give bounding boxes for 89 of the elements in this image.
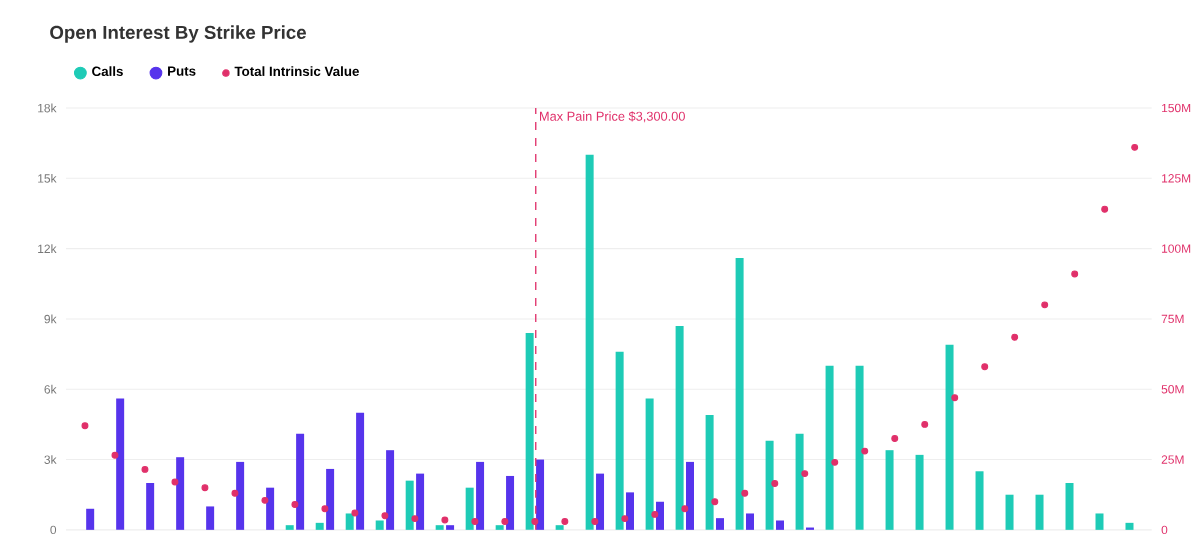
bar <box>435 525 444 531</box>
bar <box>536 460 545 531</box>
point <box>831 459 839 467</box>
point <box>411 515 419 523</box>
bar <box>915 455 924 531</box>
point <box>261 497 269 505</box>
bar <box>446 525 455 531</box>
point <box>921 421 929 429</box>
bar <box>116 399 125 531</box>
bar <box>855 366 864 531</box>
bar <box>686 462 695 531</box>
bar <box>626 492 635 531</box>
bar <box>176 457 185 531</box>
point <box>1071 270 1079 278</box>
bar <box>1125 523 1134 531</box>
point <box>621 515 629 523</box>
bar <box>525 333 534 531</box>
point <box>531 518 539 526</box>
bar <box>596 474 605 531</box>
point <box>591 518 599 526</box>
point <box>321 505 329 513</box>
bar <box>285 525 294 531</box>
point <box>861 448 869 456</box>
point <box>771 480 779 488</box>
bar <box>465 488 474 531</box>
point <box>1011 334 1019 342</box>
bar <box>656 502 665 531</box>
bar <box>645 399 654 531</box>
bar <box>716 518 724 531</box>
point <box>141 466 149 474</box>
bar <box>266 488 275 531</box>
point <box>681 505 689 513</box>
chart-title: Open Interest By Strike Price <box>50 25 306 44</box>
bar <box>416 474 425 531</box>
point <box>1131 144 1139 152</box>
point <box>1041 301 1049 309</box>
point <box>981 363 989 371</box>
point <box>201 484 209 492</box>
bar <box>765 441 774 531</box>
bar <box>746 513 754 531</box>
bar <box>705 415 714 531</box>
bar <box>1065 483 1074 531</box>
bar <box>945 345 954 531</box>
point <box>171 479 179 487</box>
bar <box>795 434 804 531</box>
bar <box>585 155 594 531</box>
bar <box>326 469 335 531</box>
bar <box>345 513 354 531</box>
bar <box>356 413 365 531</box>
bar <box>146 483 155 531</box>
point <box>651 511 659 519</box>
point <box>231 490 239 498</box>
point <box>891 435 899 443</box>
bar <box>975 471 984 531</box>
bar <box>476 462 485 531</box>
point <box>1101 206 1109 214</box>
bar <box>506 476 515 531</box>
bar <box>1095 513 1104 531</box>
point <box>111 452 119 460</box>
point <box>441 517 449 524</box>
bar <box>375 520 384 531</box>
bar <box>885 450 894 531</box>
bar <box>775 520 784 531</box>
bar <box>315 523 324 531</box>
point <box>741 490 749 498</box>
bar <box>86 509 95 531</box>
point <box>561 518 569 526</box>
point <box>81 422 89 430</box>
bar <box>296 434 305 531</box>
bar <box>1035 495 1044 531</box>
point <box>381 512 389 520</box>
bar <box>735 258 744 531</box>
bar <box>386 450 395 531</box>
bar <box>555 525 564 531</box>
bar <box>495 525 504 531</box>
bar <box>236 462 245 531</box>
point <box>711 498 719 506</box>
point <box>951 394 959 402</box>
point <box>471 518 479 526</box>
bar <box>206 506 215 531</box>
point <box>501 518 509 526</box>
bar <box>405 481 414 531</box>
bar <box>1005 495 1014 531</box>
bar <box>825 366 834 531</box>
point <box>291 501 299 509</box>
bar <box>675 326 684 531</box>
point <box>801 470 809 478</box>
bar <box>615 352 624 531</box>
point <box>351 510 359 517</box>
